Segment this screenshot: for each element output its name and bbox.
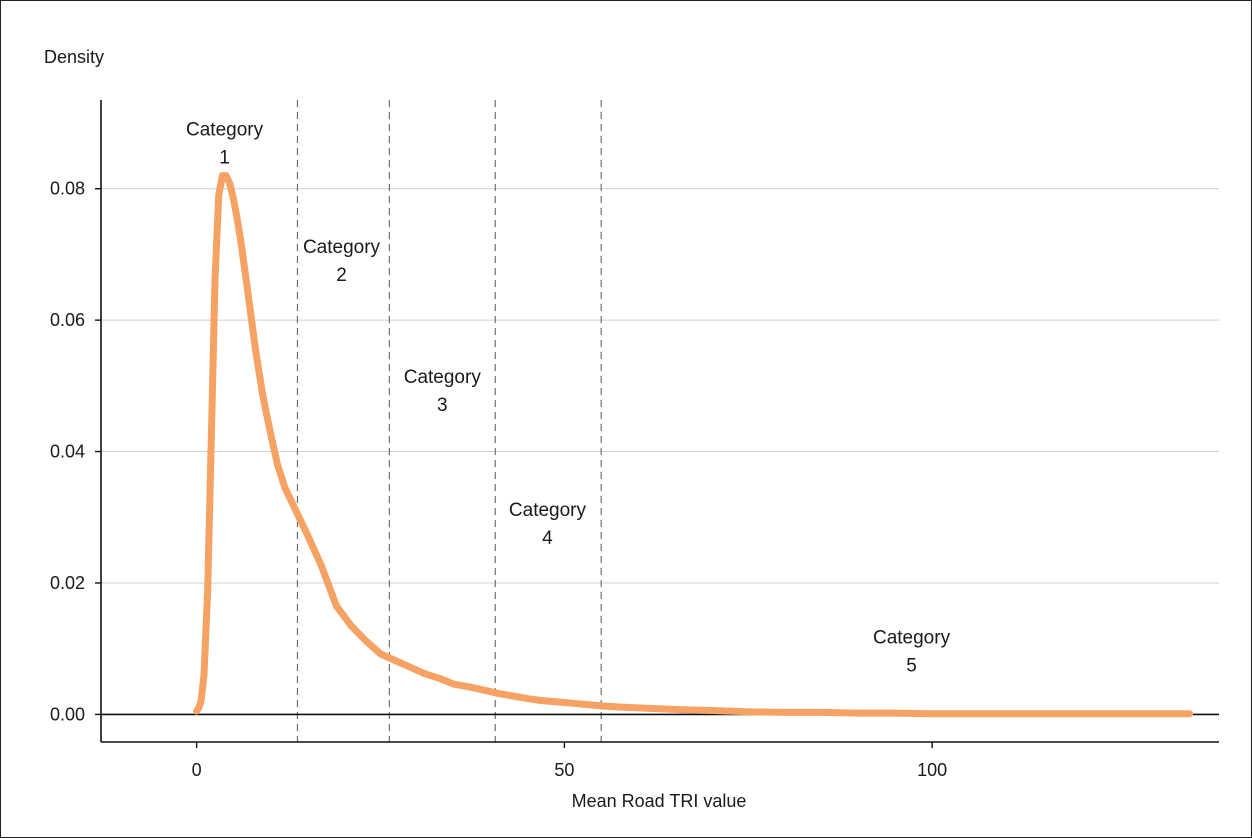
- x-ticks: 0 50 100: [192, 742, 947, 780]
- category-label: Category: [873, 627, 951, 648]
- category-label: Category: [509, 500, 587, 521]
- y-tick-label: 0.06: [50, 310, 85, 330]
- y-ticks: 0.00 0.02 0.04 0.06 0.08: [50, 179, 101, 724]
- category-number: 5: [906, 655, 917, 676]
- x-axis-label: Mean Road TRI value: [572, 791, 747, 811]
- category-number: 4: [542, 528, 553, 549]
- category-label: Category: [186, 119, 264, 140]
- y-tick-label: 0.04: [50, 442, 85, 462]
- category-number: 1: [219, 147, 230, 168]
- category-number: 3: [437, 395, 448, 416]
- x-tick-label: 0: [192, 760, 202, 780]
- y-tick-label: 0.00: [50, 704, 85, 724]
- y-tick-label: 0.02: [50, 573, 85, 593]
- x-tick-label: 100: [917, 760, 947, 780]
- category-boundaries: [296, 100, 602, 742]
- y-axis-label: Density: [44, 47, 104, 67]
- gridlines: [101, 188, 1219, 584]
- category-number: 2: [336, 265, 347, 286]
- density-curve: [193, 172, 1194, 718]
- category-label: Category: [404, 367, 482, 388]
- x-tick-label: 50: [554, 760, 574, 780]
- category-label: Category: [303, 237, 381, 258]
- y-tick-label: 0.08: [50, 179, 85, 199]
- category-labels: Category 1 Category 2 Category 3 Category 4 Cate…: [186, 119, 951, 676]
